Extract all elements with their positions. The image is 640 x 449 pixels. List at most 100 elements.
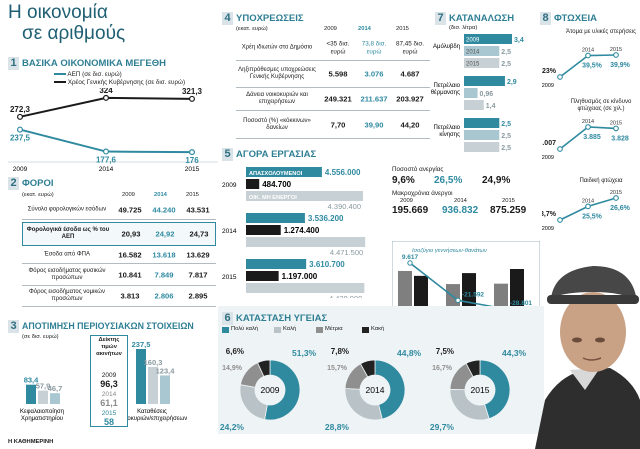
s5-bar-unemployed	[246, 271, 279, 281]
s2-row: Σύνολο φορολογικών εσόδων 49.725 44.240 43.…	[22, 202, 216, 218]
births-title: Ισοζύγιο γεννήσεων-θανάτων	[412, 247, 487, 254]
s3-bar	[148, 366, 158, 404]
s6-slice-label: 29,7%	[430, 422, 455, 432]
s2-row-label: Φορολογικά έσοδα ως % του ΑΕΠ	[26, 227, 110, 240]
s5-year-label: 2015	[222, 274, 237, 281]
s3-group-label-1: Καταθέσεις	[137, 408, 167, 415]
s4-row-divider	[236, 110, 430, 111]
s2-row-divider	[22, 263, 216, 264]
s8-year-label: 2009	[542, 155, 554, 161]
s1-legend-gdp: ΑΕΠ (σε δισ. ευρώ)	[54, 71, 122, 79]
property-index-title: Δείκτης τιμών ακινήτων	[96, 337, 122, 357]
s7-bar	[464, 58, 500, 68]
s2-row-label: Φόρος εισοδήματος νομικών προσώπων	[28, 288, 105, 302]
s3-bar	[26, 384, 36, 404]
s4-cell: 39,90	[364, 120, 384, 130]
s8-year-label: 2009	[542, 226, 554, 232]
s2-cell: 7.817	[188, 270, 208, 279]
s8-point	[613, 125, 619, 132]
s5-label-inactive: 4.471.500	[330, 248, 363, 257]
s8-year-label: 2009	[542, 83, 554, 89]
s2-cell: 7.849	[154, 270, 174, 279]
s6-legend-swatch	[274, 326, 281, 333]
s8-chart-title: Άτομα με υλικές στερήσεις	[566, 29, 636, 35]
s8-point	[585, 52, 591, 59]
s1-x-tick: 2009	[13, 166, 28, 173]
s3-group-label-2: Χρηματιστηρίου	[21, 416, 63, 422]
s7-bar-label: 1,4	[486, 103, 496, 110]
s1-data-label: 324	[99, 88, 113, 95]
s2-row: Έσοδα από ΦΠΑ 16.582 13.618 13.629	[22, 248, 216, 262]
s8-year-label: 2015	[610, 190, 622, 196]
s6-donut-slice	[465, 359, 481, 378]
s2-cell: 2.806	[154, 291, 174, 300]
s2-cell: 43.531	[186, 205, 210, 215]
s6-slice-label: 16,7%	[432, 365, 453, 372]
s4-cell: 73,8 δισ. ευρώ	[361, 40, 387, 56]
s4-row: Ληξιπρόθεσμες υποχρεώσεις Γενικής Κυβέρν…	[236, 62, 430, 86]
s5-bar-employed	[246, 213, 305, 223]
s1-data-label: 321,3	[182, 88, 203, 96]
s7-year-tag: 2015	[466, 62, 480, 68]
s7-bar	[464, 34, 512, 44]
index-year: 2015	[101, 410, 117, 417]
s7-bar	[464, 142, 500, 152]
s4-year-2009: 2009	[324, 26, 337, 32]
s2-row-label: Σύνολο φορολογικών εσόδων	[27, 206, 107, 213]
s4-cell: 211.637	[360, 94, 388, 104]
s2-row-divider	[22, 306, 216, 307]
s1-point	[17, 113, 24, 120]
s7-group-label: κίνησης	[439, 132, 460, 138]
s2-cell: 10.841	[118, 270, 142, 279]
s7-group-label: Πετρέλαιο	[433, 124, 460, 131]
s4-row: Ποσοστό (%) «κόκκινων» δανείων 7,70 39,90 4…	[236, 113, 430, 137]
s4-row-label: Ληξιπρόθεσμες υποχρεώσεις Γενικής Κυβέρν…	[238, 67, 316, 80]
s1-point	[102, 148, 109, 155]
s3-bar-label: 123,4	[156, 366, 176, 375]
s6-legend-label: Πολύ καλή	[231, 326, 259, 332]
s5-tag-inactive: ΟΙΚ. ΜΗ ΕΝΕΡΓΟΙ	[249, 195, 297, 201]
s5-labour-bars: 4.556.000 484.700 4.390.400 2009 3.536.200 1.…	[222, 167, 366, 298]
s7-group-label: Αμόλυβδη	[433, 43, 460, 50]
s6-legend-swatch	[362, 326, 369, 333]
s8-line-chart: 23,7% 25,5% 2014 26,6% 2015 2009	[542, 190, 631, 232]
s1-data-label: 176	[185, 156, 199, 165]
s6-slice-label: 7,8%	[331, 347, 349, 356]
s5-year-label: 2014	[222, 228, 237, 235]
s6-slice-label: 15,7%	[327, 365, 348, 372]
section-4-number: 4	[222, 12, 233, 25]
s5-label-employed: 3.610.700	[309, 260, 345, 269]
s4-cell: 7,70	[330, 120, 346, 130]
source-label: Η ΚΑΘΗΜΕΡΙΝΗ	[8, 439, 54, 445]
s5-label-unemployed: 484.700	[262, 180, 291, 189]
long-term-2009: 195.669	[392, 205, 429, 216]
s7-bar-label: 2,5	[501, 121, 511, 128]
s1-data-label: 177,6	[96, 156, 117, 165]
s4-row-label: Ποσοστό (%) «κόκκινων» δανείων	[243, 118, 311, 131]
s6-health-donuts: 2009 51,3% 24,2% 14,9% 6,6% 2014 44,8% 28,8% 15,…	[220, 347, 527, 432]
s2-year-2014: 2014	[154, 192, 167, 198]
s2-cell: 3.813	[120, 291, 140, 300]
births-balance-point	[455, 297, 461, 304]
legend-swatch-debt	[54, 81, 66, 84]
s1-point	[189, 95, 196, 102]
s5-bar-inactive	[246, 191, 364, 201]
s6-slice-label: 44,3%	[502, 348, 527, 358]
unemployment-2015: 24,9%	[482, 175, 511, 186]
s2-cell: 24,92	[155, 229, 175, 239]
section-8-title: ΦΤΩΧΕΙΑ	[554, 13, 597, 24]
s4-cell: 4.687	[400, 69, 420, 79]
s6-legend-swatch	[222, 326, 229, 333]
s8-value-label: 26,6%	[610, 205, 631, 212]
s6-donut-slice	[359, 359, 376, 378]
s4-row-divider	[236, 87, 430, 88]
s3-bar-label: 83,4	[24, 376, 39, 385]
s8-year-label: 2015	[610, 120, 622, 126]
s3-bar-label: 160,3	[144, 358, 163, 367]
s3-unit: (σε δισ. ευρώ)	[22, 334, 59, 340]
s6-donut-slice	[264, 359, 301, 421]
s7-unit: (δισ. λίτρα)	[449, 25, 478, 31]
s7-group-label: θέρμανσης	[431, 89, 460, 96]
long-term-2014: 936.832	[442, 205, 479, 216]
